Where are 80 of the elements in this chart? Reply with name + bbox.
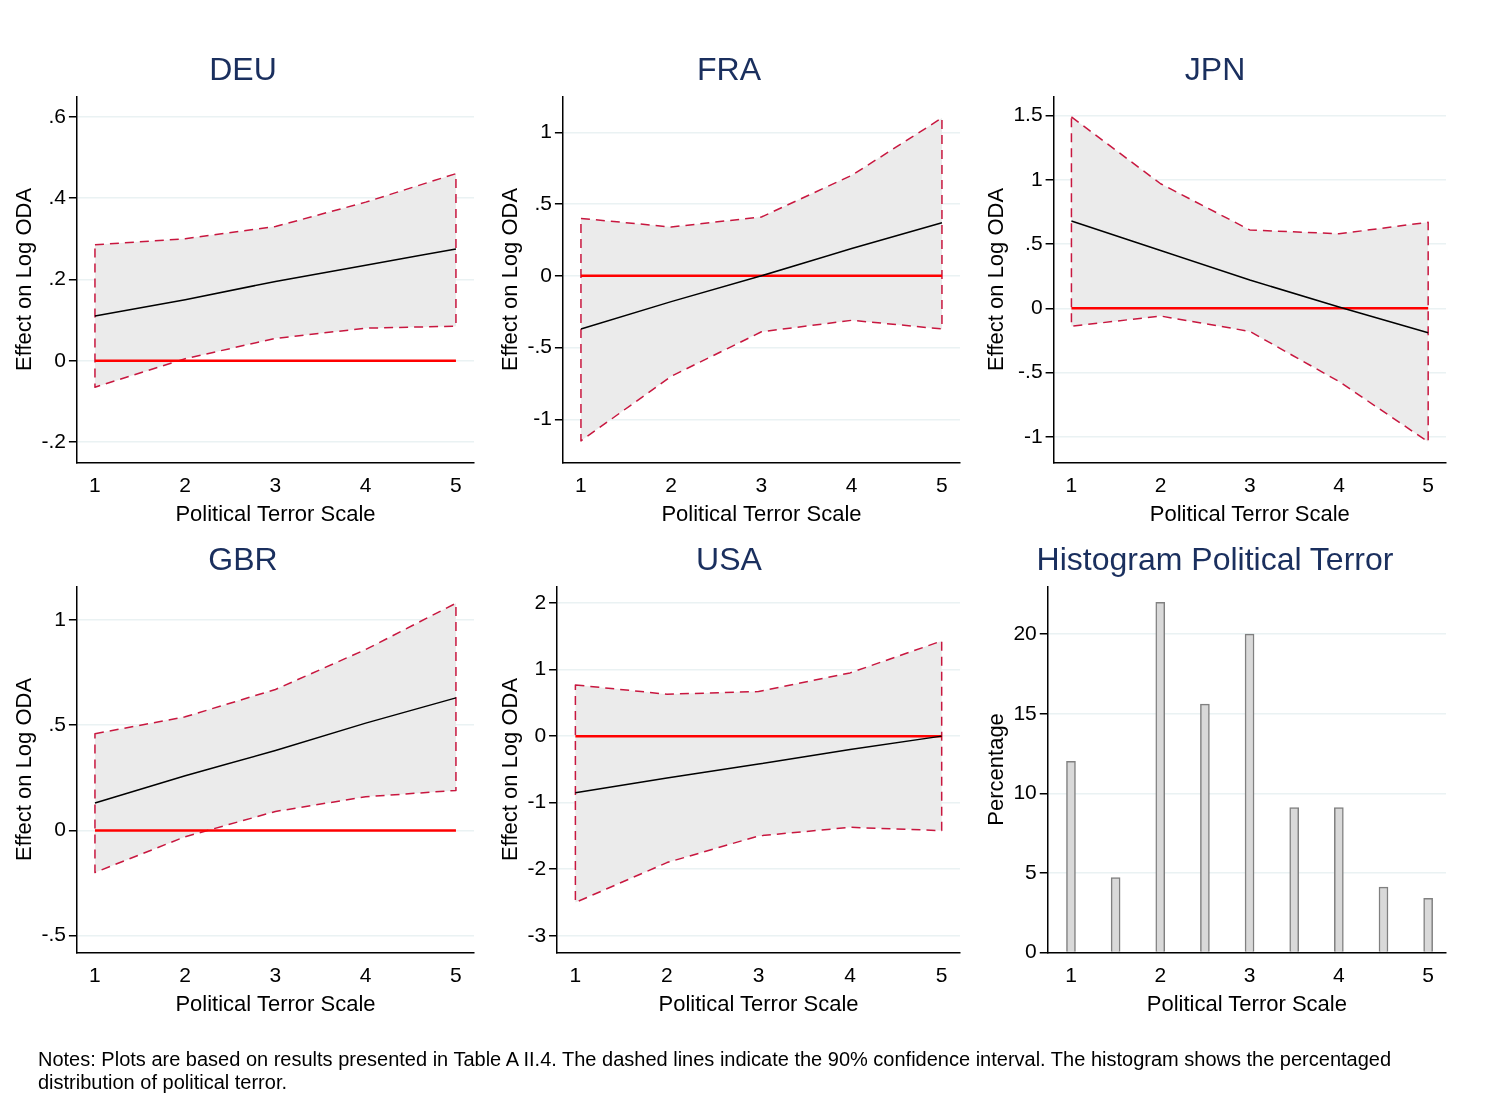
chart-title: GBR [208, 541, 278, 578]
y-tick-label: 1 [540, 119, 552, 143]
chart-title: Histogram Political Terror [1036, 541, 1394, 578]
y-tick-label: -2 [527, 856, 547, 880]
x-axis-title: Political Terror Scale [1146, 990, 1347, 1016]
y-axis-title: Effect on Log ODA [497, 677, 523, 861]
x-axis-title: Political Terror Scale [1149, 500, 1350, 526]
y-tick-label: 2 [534, 589, 547, 613]
y-tick-label: 0 [54, 347, 66, 371]
y-tick-label: 5 [1025, 859, 1037, 883]
text: Notes: Plots are based on results presented in Table A II.4. The dashed lines indicate the 90% confidence interval. The histogram shows the percentaged distribution of political terror. [38, 1048, 1393, 1094]
x-tick-label: 5 [935, 962, 948, 986]
x-tick-label: 2 [179, 962, 192, 986]
x-tick-label: 1 [89, 962, 101, 986]
y-tick-label: 1 [534, 656, 547, 680]
x-tick-label: 5 [450, 962, 462, 986]
x-tick-label: 5 [450, 472, 462, 496]
x-tick-label: 4 [844, 962, 857, 986]
chart-title: FRA [697, 51, 762, 88]
x-tick-label: 3 [269, 962, 282, 986]
y-tick-label: -.2 [41, 428, 66, 452]
y-tick-label: -.5 [41, 922, 66, 946]
x-axis-title: Political Terror Scale [175, 990, 376, 1016]
y-tick-label: 20 [1013, 620, 1037, 644]
y-tick-label: 15 [1013, 700, 1037, 724]
x-tick-label: 3 [1243, 962, 1256, 986]
y-tick-label: .6 [48, 103, 66, 127]
y-tick-label: 0 [540, 262, 552, 286]
y-axis-title: Effect on Log ODA [497, 187, 523, 371]
x-tick-label: 2 [1154, 472, 1167, 496]
y-tick-label: .5 [1025, 230, 1043, 254]
x-tick-label: 5 [1422, 472, 1435, 496]
x-tick-label: 1 [89, 472, 101, 496]
x-tick-label: 4 [359, 472, 372, 496]
y-tick-label: -1 [533, 406, 552, 430]
x-tick-label: 4 [845, 472, 858, 496]
x-tick-label: 2 [179, 472, 192, 496]
x-tick-label: 2 [661, 962, 673, 986]
y-tick-label: 1.5 [1013, 102, 1043, 126]
y-tick-label: .5 [48, 712, 66, 736]
chart-title: DEU [209, 51, 277, 88]
y-tick-label: -.5 [527, 334, 552, 358]
y-tick-label: 0 [1030, 295, 1043, 319]
y-tick-label: -1 [1023, 423, 1043, 447]
x-tick-label: 3 [752, 962, 765, 986]
y-tick-label: .2 [48, 266, 66, 290]
y-tick-label: 0 [54, 817, 66, 841]
x-tick-label: 4 [359, 962, 372, 986]
y-tick-label: 1 [1030, 166, 1043, 190]
y-tick-label: -3 [527, 922, 547, 946]
y-tick-label: .4 [48, 184, 67, 208]
x-tick-label: 5 [936, 472, 948, 496]
y-tick-label: .5 [534, 190, 552, 214]
x-axis-title: Political Terror Scale [658, 990, 859, 1016]
x-tick-label: 4 [1333, 472, 1346, 496]
x-tick-label: 1 [569, 962, 582, 986]
x-tick-label: 3 [755, 472, 768, 496]
x-tick-label: 1 [1065, 472, 1078, 496]
x-tick-label: 2 [1154, 962, 1167, 986]
x-axis-title: Political Terror Scale [175, 500, 376, 526]
x-tick-label: 5 [1422, 962, 1434, 986]
y-axis-title: Effect on Log ODA [11, 677, 37, 861]
x-tick-label: 1 [1065, 962, 1077, 986]
x-tick-label: 4 [1333, 962, 1346, 986]
chart-title: JPN [1184, 51, 1246, 88]
y-tick-label: 0 [534, 722, 547, 746]
x-tick-label: 3 [269, 472, 282, 496]
chart-title: USA [696, 541, 763, 578]
x-tick-label: 2 [665, 472, 678, 496]
y-tick-label: 1 [54, 606, 66, 630]
y-tick-label: -.5 [1018, 359, 1043, 383]
x-tick-label: 1 [575, 472, 587, 496]
y-tick-label: -1 [527, 789, 547, 813]
y-tick-label: 10 [1013, 780, 1037, 804]
y-axis-title: Percentage [983, 713, 1009, 826]
x-axis-title: Political Terror Scale [661, 500, 862, 526]
y-axis-title: Effect on Log ODA [983, 187, 1009, 371]
y-tick-label: 0 [1025, 939, 1037, 963]
x-tick-label: 3 [1243, 472, 1256, 496]
y-axis-title: Effect on Log ODA [11, 187, 37, 371]
